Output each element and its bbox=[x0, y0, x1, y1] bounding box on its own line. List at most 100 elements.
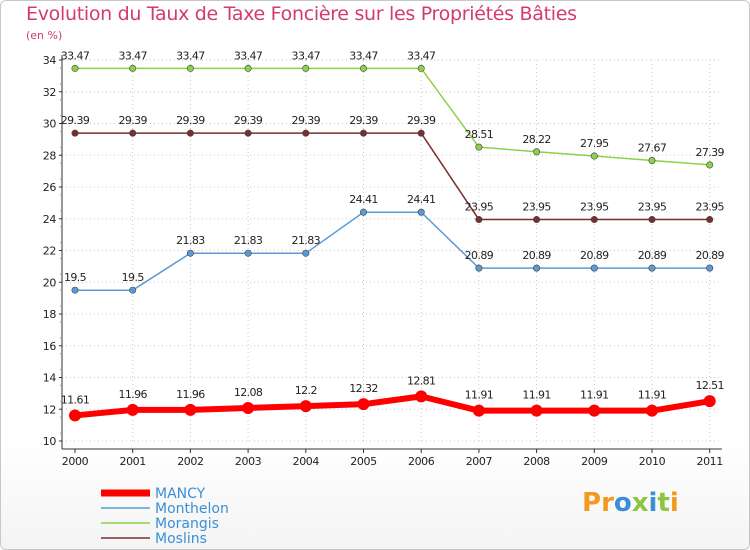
data-point-morangis bbox=[186, 64, 194, 72]
data-label-mancy: 11.61 bbox=[61, 393, 90, 406]
data-label-moslins: 29.39 bbox=[292, 114, 321, 127]
data-label-monthelon: 21.83 bbox=[292, 234, 321, 247]
axes: 10 12 14 16 18 20 22 24 26 28 30 32 34 2000 2001 2002 20… bbox=[43, 54, 724, 468]
data-point-mancy bbox=[126, 403, 139, 416]
data-label-moslins: 23.95 bbox=[580, 201, 609, 214]
data-point-monthelon bbox=[244, 249, 252, 257]
data-label-monthelon: 24.41 bbox=[407, 193, 436, 206]
data-point-morangis bbox=[71, 64, 79, 72]
y-tick-label: 14 bbox=[43, 372, 57, 385]
x-tick-label: 2007 bbox=[466, 455, 493, 468]
data-label-mancy: 11.91 bbox=[522, 389, 551, 402]
data-label-morangis: 27.39 bbox=[695, 146, 724, 159]
data-label-monthelon: 19.5 bbox=[64, 271, 87, 284]
x-tick-label: 2010 bbox=[639, 455, 666, 468]
data-label-moslins: 23.95 bbox=[695, 201, 724, 214]
data-point-mancy bbox=[242, 401, 255, 414]
x-tick-label: 2008 bbox=[523, 455, 550, 468]
data-point-moslins bbox=[359, 129, 367, 137]
data-label-mancy: 12.32 bbox=[349, 382, 378, 395]
legend-label-mancy: MANCY bbox=[155, 486, 206, 502]
data-label-monthelon: 20.89 bbox=[522, 249, 551, 262]
data-label-mancy: 11.91 bbox=[638, 389, 667, 402]
data-point-monthelon bbox=[359, 208, 367, 216]
data-point-moslins bbox=[244, 129, 252, 137]
y-tick-label: 34 bbox=[43, 54, 57, 67]
grid-lines bbox=[62, 59, 720, 442]
y-tick-label: 10 bbox=[43, 435, 57, 448]
series-line-monthelon bbox=[75, 211, 710, 291]
data-point-moslins bbox=[302, 129, 310, 137]
data-point-morangis bbox=[533, 148, 541, 156]
data-label-morangis: 28.51 bbox=[465, 128, 494, 141]
x-tick-label: 2002 bbox=[177, 455, 203, 468]
data-point-monthelon bbox=[475, 264, 483, 272]
data-label-moslins: 23.95 bbox=[638, 201, 667, 214]
data-label-morangis: 33.47 bbox=[234, 49, 263, 62]
data-label-mancy: 11.96 bbox=[176, 388, 205, 401]
data-point-morangis bbox=[706, 161, 714, 169]
x-tick-label: 2000 bbox=[62, 455, 89, 468]
series-line-moslins bbox=[75, 132, 710, 221]
data-label-monthelon: 20.89 bbox=[580, 249, 609, 262]
data-point-moslins bbox=[186, 129, 194, 137]
data-label-monthelon: 20.89 bbox=[465, 249, 494, 262]
x-tick-label: 2006 bbox=[408, 455, 435, 468]
data-label-moslins: 29.39 bbox=[61, 114, 90, 127]
y-tick-label: 18 bbox=[43, 308, 57, 321]
data-label-morangis: 27.67 bbox=[638, 141, 667, 154]
data-point-moslins bbox=[706, 216, 714, 224]
data-point-monthelon bbox=[590, 264, 598, 272]
data-point-monthelon bbox=[417, 208, 425, 216]
data-point-monthelon bbox=[648, 264, 656, 272]
legend-label-monthelon: Monthelon bbox=[155, 501, 229, 517]
data-point-mancy bbox=[69, 409, 81, 422]
y-tick-label: 12 bbox=[43, 403, 56, 416]
data-point-monthelon bbox=[129, 286, 137, 294]
x-tick-label: 2003 bbox=[235, 455, 262, 468]
data-point-mancy bbox=[415, 390, 428, 403]
data-point-mancy bbox=[588, 404, 601, 417]
data-point-mancy bbox=[184, 403, 197, 416]
data-point-mancy bbox=[530, 404, 543, 417]
data-point-moslins bbox=[590, 216, 598, 224]
data-label-moslins: 23.95 bbox=[522, 201, 551, 214]
data-label-monthelon: 20.89 bbox=[638, 249, 667, 262]
data-label-morangis: 33.47 bbox=[349, 49, 378, 62]
data-label-moslins: 29.39 bbox=[407, 114, 436, 127]
data-label-mancy: 12.81 bbox=[407, 374, 436, 387]
unit-label: (en %) bbox=[26, 29, 63, 42]
y-tick-label: 16 bbox=[43, 340, 57, 353]
data-point-mancy bbox=[472, 404, 485, 417]
x-tick-label: 2004 bbox=[293, 455, 320, 468]
data-point-moslins bbox=[129, 129, 137, 137]
series-line-morangis bbox=[75, 67, 710, 166]
data-label-morangis: 33.47 bbox=[292, 49, 321, 62]
data-label-mancy: 11.91 bbox=[580, 389, 609, 402]
data-point-monthelon bbox=[186, 249, 194, 257]
data-point-mancy bbox=[357, 398, 370, 411]
data-label-monthelon: 21.83 bbox=[234, 234, 263, 247]
data-label-mancy: 12.2 bbox=[295, 384, 317, 397]
data-point-moslins bbox=[475, 216, 483, 224]
data-point-morangis bbox=[302, 64, 310, 72]
data-point-mancy bbox=[646, 404, 658, 417]
data-point-morangis bbox=[475, 143, 483, 151]
y-tick-label: 20 bbox=[43, 276, 57, 289]
data-label-morangis: 33.47 bbox=[176, 49, 205, 62]
data-label-morangis: 33.47 bbox=[407, 49, 436, 62]
data-label-mancy: 11.96 bbox=[118, 388, 147, 401]
data-point-moslins bbox=[533, 216, 541, 224]
data-point-monthelon bbox=[706, 264, 714, 272]
y-tick-label: 26 bbox=[43, 181, 57, 194]
data-point-morangis bbox=[590, 152, 598, 160]
data-point-moslins bbox=[648, 216, 656, 224]
data-point-morangis bbox=[417, 64, 425, 72]
y-tick-label: 32 bbox=[43, 86, 56, 99]
data-point-mancy bbox=[299, 400, 312, 413]
data-label-moslins: 23.95 bbox=[465, 201, 494, 214]
data-point-moslins bbox=[417, 129, 425, 137]
y-tick-label: 28 bbox=[43, 149, 57, 162]
y-tick-label: 30 bbox=[43, 118, 57, 131]
